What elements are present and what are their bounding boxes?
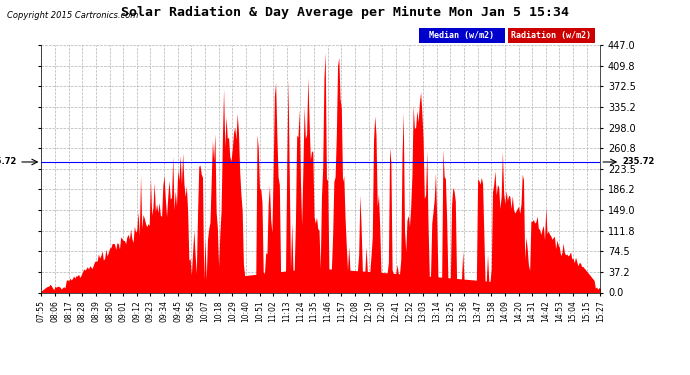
FancyBboxPatch shape: [508, 28, 595, 42]
Text: Solar Radiation & Day Average per Minute Mon Jan 5 15:34: Solar Radiation & Day Average per Minute…: [121, 6, 569, 19]
Text: 235.72: 235.72: [622, 158, 655, 166]
FancyBboxPatch shape: [419, 28, 505, 42]
Text: Radiation (w/m2): Radiation (w/m2): [511, 31, 591, 40]
Text: 235.72: 235.72: [0, 158, 17, 166]
Text: Median (w/m2): Median (w/m2): [429, 31, 495, 40]
Text: Copyright 2015 Cartronics.com: Copyright 2015 Cartronics.com: [7, 11, 138, 20]
